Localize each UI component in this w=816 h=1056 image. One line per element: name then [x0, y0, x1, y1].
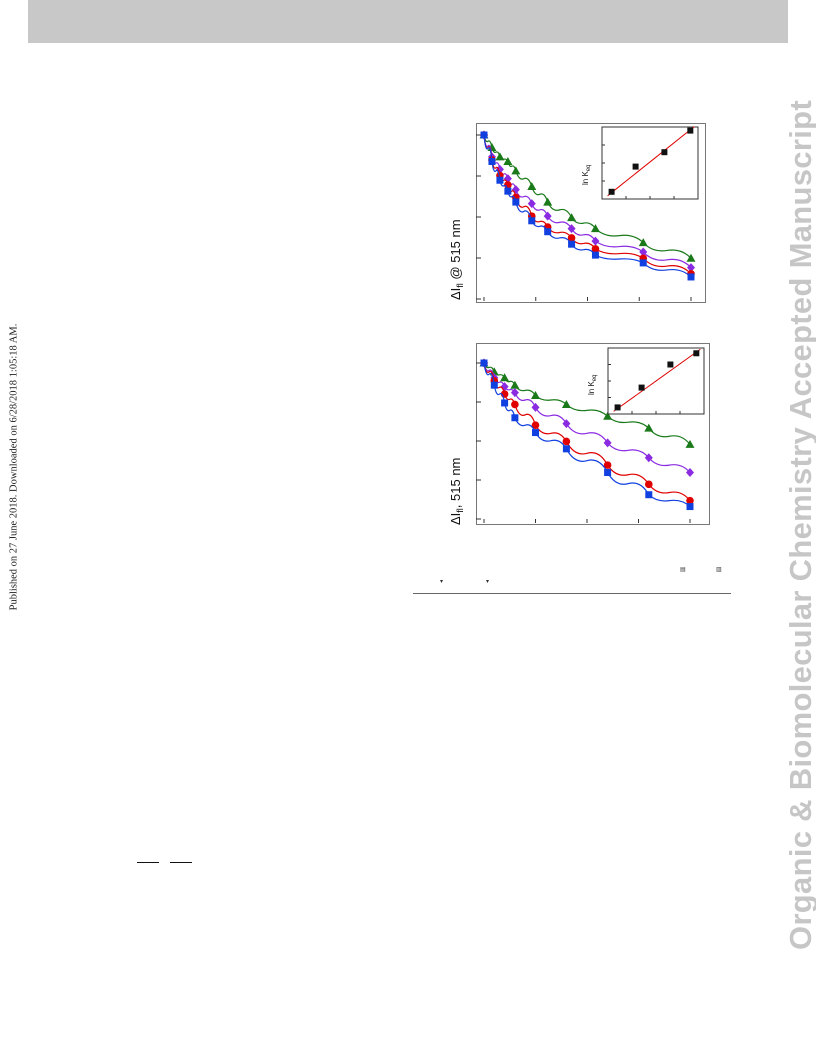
data-point-square	[687, 273, 695, 281]
data-point-triangle	[531, 391, 540, 400]
data-point-triangle	[685, 439, 695, 448]
data-point-triangle	[503, 157, 513, 166]
data-point-circle	[562, 437, 571, 446]
data-point-diamond	[562, 419, 571, 429]
inset-point	[661, 149, 668, 156]
data-point-square	[528, 217, 536, 225]
inset-y-label: ln Keq	[581, 165, 592, 185]
data-point-diamond	[531, 402, 540, 412]
data-point-diamond	[527, 199, 536, 209]
y-label-main: ΔI	[448, 288, 463, 300]
data-point-diamond	[567, 224, 576, 234]
data-point-circle	[511, 400, 519, 409]
data-point-triangle	[500, 373, 510, 382]
data-point-diamond	[603, 438, 612, 448]
inset-point	[667, 361, 674, 368]
inset-point	[632, 163, 639, 170]
data-point-circle	[591, 245, 600, 253]
data-point-square	[639, 259, 647, 267]
download-note: Published on 27 June 2018. Downloaded on…	[8, 323, 20, 611]
data-point-diamond	[510, 388, 519, 398]
data-point-diamond	[511, 185, 520, 195]
data-point-circle	[531, 421, 540, 429]
data-point-square	[488, 158, 496, 166]
inset-fit-line	[613, 348, 701, 412]
separator-rule	[413, 593, 731, 594]
data-point-triangle	[638, 238, 648, 247]
inset-label-main: ln K	[581, 171, 590, 185]
dash-1	[137, 862, 159, 863]
inset-point	[693, 350, 700, 357]
data-point-diamond	[495, 164, 504, 174]
data-point-triangle	[686, 253, 696, 262]
data-point-diamond	[543, 211, 552, 221]
data-point-square	[686, 503, 694, 511]
data-point-diamond	[687, 263, 695, 273]
data-point-circle	[645, 480, 653, 489]
data-point-triangle	[644, 423, 654, 432]
inset-label-main: ln K	[587, 381, 596, 395]
inset-point	[608, 188, 615, 195]
mark-2: ▾	[486, 579, 490, 585]
inset-fit-line	[607, 126, 695, 197]
mark-4: ▥	[716, 567, 722, 573]
y-label-main: ΔI	[448, 513, 463, 525]
data-point-triangle	[495, 152, 505, 161]
data-point-square	[480, 359, 488, 367]
header-bar	[28, 0, 788, 43]
data-point-square	[480, 131, 488, 139]
inset-point	[638, 384, 645, 391]
data-point-triangle	[511, 166, 521, 175]
data-point-diamond	[644, 453, 653, 463]
data-point-triangle	[510, 380, 520, 389]
data-point-square	[532, 429, 539, 437]
y-label-sub: fl	[455, 508, 465, 513]
svg-text:ΔIfl @ 515 nm: ΔIfl @ 515 nm	[448, 219, 465, 300]
inset-label-sub: eq	[586, 165, 592, 172]
inset-label-sub: eq	[592, 375, 598, 382]
dash-2	[170, 862, 192, 863]
data-point-square	[496, 176, 504, 184]
data-point-square	[512, 198, 520, 206]
data-point-square	[501, 399, 509, 407]
data-point-circle	[603, 461, 612, 469]
data-point-triangle	[561, 399, 571, 408]
data-point-square	[568, 240, 576, 248]
data-point-square	[604, 469, 612, 477]
inset-point	[687, 127, 694, 134]
data-point-triangle	[527, 181, 537, 190]
data-point-square	[544, 228, 552, 236]
data-point-circle	[686, 496, 694, 505]
data-point-diamond	[591, 236, 600, 246]
y-label-rest: , 515 nm	[448, 458, 463, 509]
y-axis-label-bottom: ΔIfl, 515 nm	[448, 458, 465, 525]
data-point-square	[511, 414, 519, 422]
chart-top: ln Keq	[476, 126, 699, 301]
svg-text:ΔIfl, 515 nm: ΔIfl, 515 nm	[448, 458, 465, 525]
watermark: Organic & Biomolecular Chemistry Accepte…	[783, 100, 816, 950]
data-point-square	[591, 251, 599, 259]
mark-1: ▾	[440, 579, 444, 585]
y-axis-label-top: ΔIfl @ 515 nm	[448, 219, 465, 300]
data-point-triangle	[567, 213, 577, 222]
data-point-circle	[567, 234, 576, 242]
inset-y-label: ln Keq	[587, 375, 598, 395]
data-point-triangle	[603, 411, 613, 420]
data-point-square	[490, 381, 498, 389]
data-point-square	[645, 491, 653, 499]
data-point-diamond	[686, 468, 694, 478]
data-point-triangle	[543, 197, 553, 206]
data-point-diamond	[639, 247, 648, 257]
chart-bottom: ln Keq	[476, 347, 705, 523]
data-point-square	[504, 187, 512, 195]
y-label-sub: fl	[455, 283, 465, 288]
mark-3: ▤	[680, 567, 686, 573]
data-point-square	[562, 445, 570, 453]
inset-point	[614, 404, 621, 411]
data-point-triangle	[590, 224, 600, 233]
y-label-rest: @ 515 nm	[448, 219, 463, 283]
